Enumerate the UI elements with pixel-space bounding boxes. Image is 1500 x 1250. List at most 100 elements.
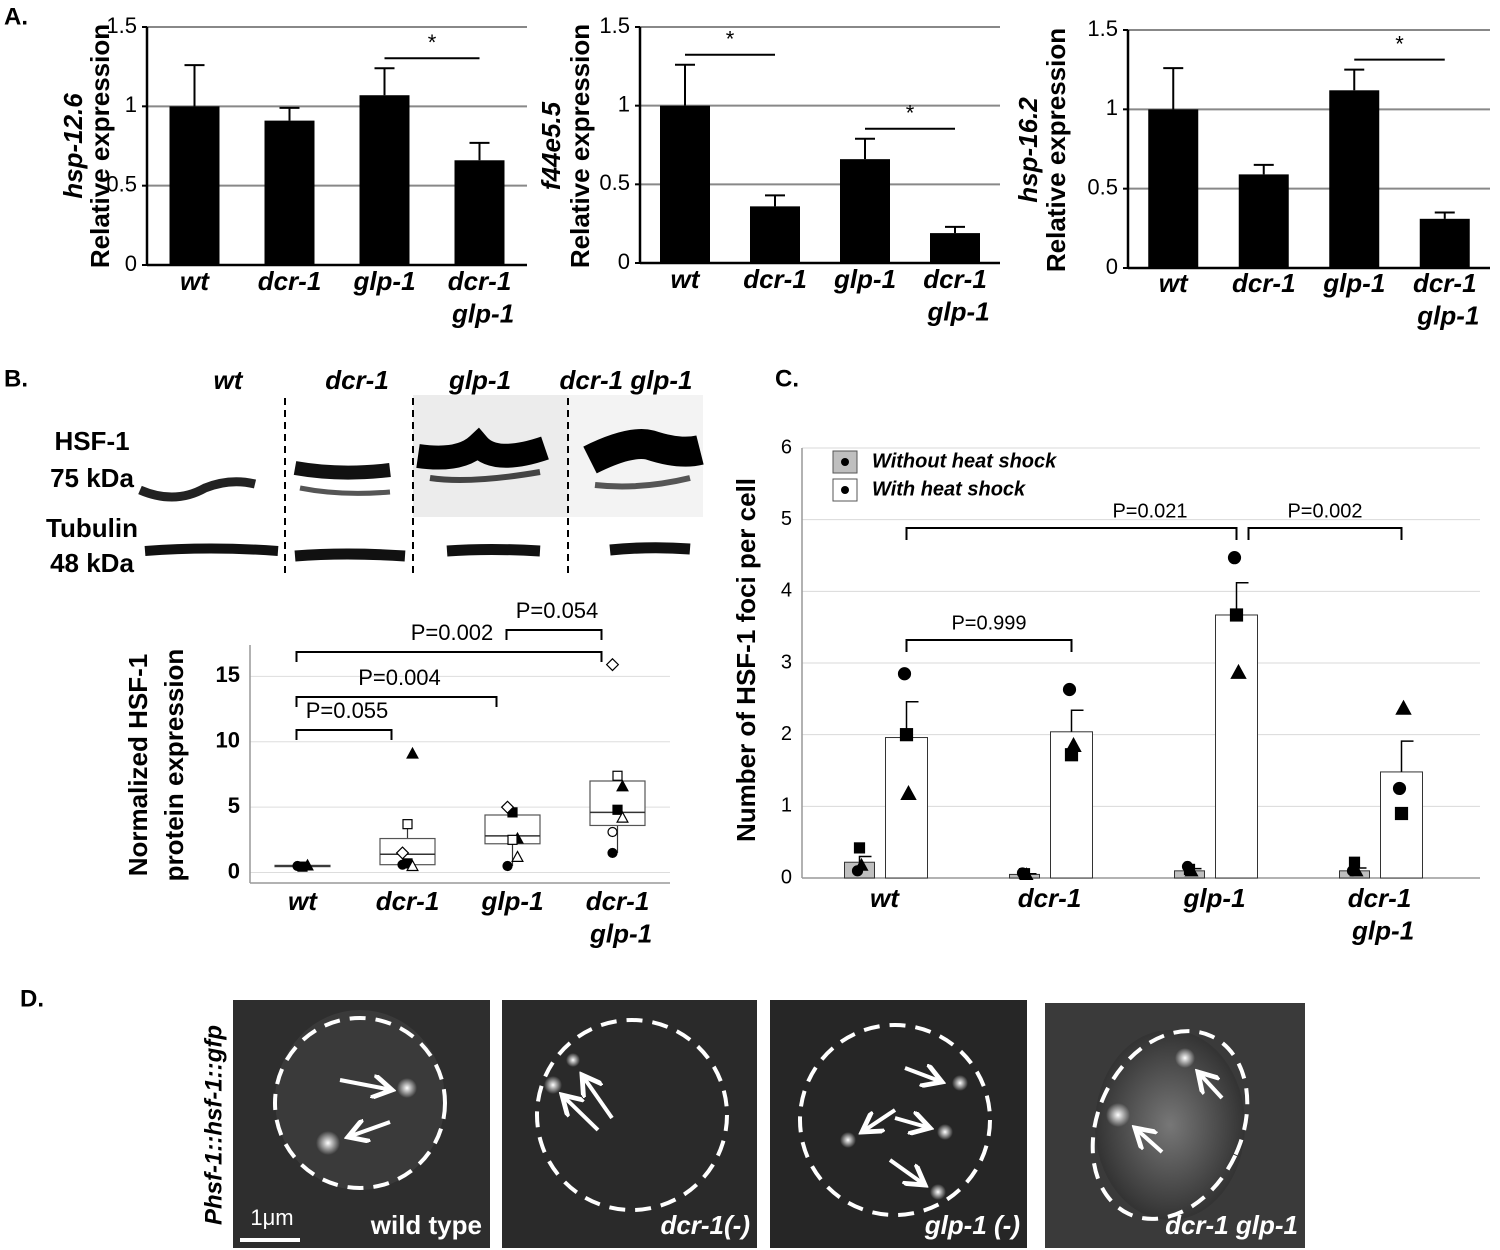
y-tick-label: 0 [228,858,240,883]
legend-label: With heat shock [872,478,1026,500]
lane-label: wt [214,365,244,395]
point [1392,781,1407,796]
band-label: 75 kDa [50,463,134,493]
panel-label: D. [20,985,44,1012]
y-tick-label: 15 [216,662,240,687]
panel-label: A. [4,3,28,30]
legend-dot [841,458,849,466]
x-tick-label: wt [1159,268,1189,298]
point [1394,806,1409,821]
x-tick-label: dcr-1 [258,266,322,296]
bar [750,206,800,263]
error-bar [469,141,490,161]
error-bar [1253,163,1274,175]
micrograph-label: wild type [370,1210,482,1240]
significance-label: P=0.055 [306,698,389,723]
x-tick-label: wt [288,886,318,916]
bar [169,106,220,265]
lane-label: dcr-1 glp-1 [560,365,693,395]
significance-bracket [1247,527,1403,540]
y-axis-label: f44e5.5 [536,101,566,190]
x-tick-label: dcr-1 glp-1 [445,266,514,329]
significance-bracket [295,696,498,707]
y-axis-label: hsp-12.6 [58,93,88,199]
y-tick-label: 4 [781,580,792,602]
band-label: HSF-1 [54,426,129,456]
y-tick-label: 0.5 [106,171,137,196]
band-label: Tubulin [46,513,138,543]
y-axis-label: Relative expression [85,24,115,268]
point [500,800,515,814]
y-tick-label: 1 [1106,95,1118,120]
lane-label: glp-1 [448,365,511,395]
legend-dot [841,486,849,494]
bar [264,120,315,265]
y-tick-label: 0 [1106,254,1118,279]
point [853,842,866,854]
significance-label: P=0.004 [358,665,441,690]
error-bar [675,63,695,106]
y-axis-label: Relative expression [565,24,595,268]
error-bar [374,67,395,96]
point [1227,551,1242,565]
scale-label: 1μm [250,1205,293,1230]
bar [1148,109,1199,268]
y-tick-label: 1.5 [1087,16,1118,41]
bar [1238,174,1289,268]
x-tick-label: dcr-1 glp-1 [920,264,989,327]
legend-label: Without heat shock [872,450,1057,472]
band-label: 48 kDa [50,548,134,578]
point [616,810,629,823]
significance-label: * [1395,31,1404,56]
bar [1329,90,1380,268]
error-bar [765,194,785,207]
significance-label: * [428,30,437,55]
error-bar [1070,709,1084,732]
x-tick-label: wt [870,883,900,913]
point [507,834,518,845]
point [406,746,419,759]
blot-image [138,395,704,578]
point [612,770,623,781]
y-axis-label: Number of HSF-1 foci per cell [731,478,761,842]
y-tick-label: 5 [781,508,792,530]
x-tick-label: wt [671,264,701,294]
micrograph [502,1000,757,1248]
error-bar [1434,211,1455,219]
point [900,784,917,801]
point [1184,863,1199,877]
significance-label: P=0.999 [951,612,1026,634]
significance-bracket [505,629,603,640]
error-bar [855,137,875,160]
micrograph [1045,1003,1305,1248]
point [1229,608,1244,622]
x-tick-label: glp-1 [1182,883,1245,913]
y-axis-label: Relative expression [1041,28,1071,272]
significance-label: * [906,101,915,126]
point [1019,867,1034,881]
point [612,804,623,815]
x-tick-label: dcr-1 glp-1 [1410,268,1479,331]
x-tick-label: dcr-1 glp-1 [583,886,652,949]
box [589,780,646,827]
error-bar [945,225,965,234]
micrograph-label: glp-1 (-) [924,1210,1020,1240]
y-tick-label: 0.5 [1087,174,1118,199]
x-tick-label: dcr-1 [376,886,440,916]
point [402,819,413,830]
y-tick-label: 1.5 [106,13,137,38]
significance-label: P=0.002 [411,620,494,645]
x-tick-label: glp-1 [833,264,896,294]
bar [840,159,890,263]
error-bar [905,700,919,738]
point [502,860,513,872]
x-tick-label: glp-1 [1322,268,1385,298]
micrograph-label: dcr-1 glp-1 [1165,1210,1298,1240]
y-tick-label: 1 [618,91,630,116]
error-bar [279,106,300,121]
y-tick-label: 2 [781,723,792,745]
point [605,657,620,672]
point [897,667,912,681]
micrograph [233,1000,490,1248]
